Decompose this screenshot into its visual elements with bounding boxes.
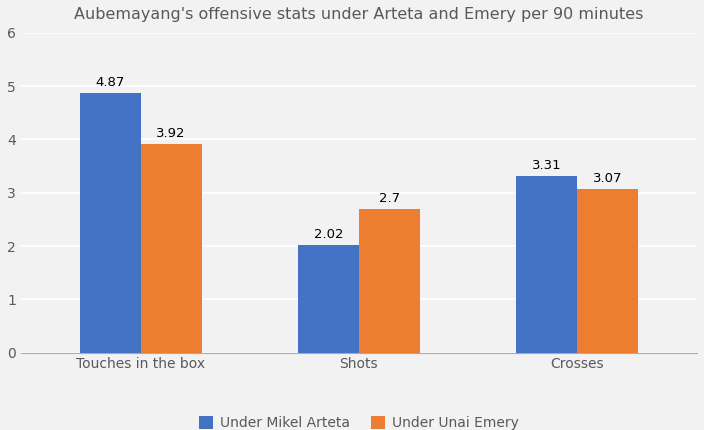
Text: 4.87: 4.87 xyxy=(96,77,125,89)
Text: 3.92: 3.92 xyxy=(156,127,186,140)
Text: 2.7: 2.7 xyxy=(379,192,400,205)
Bar xyxy=(80,93,141,353)
Bar xyxy=(359,209,420,353)
Text: 2.02: 2.02 xyxy=(313,228,343,241)
Bar xyxy=(577,189,638,353)
Text: 3.31: 3.31 xyxy=(532,160,561,172)
Title: Aubemayang's offensive stats under Arteta and Emery per 90 minutes: Aubemayang's offensive stats under Artet… xyxy=(74,7,643,22)
Legend: Under Mikel Arteta, Under Unai Emery: Under Mikel Arteta, Under Unai Emery xyxy=(194,411,524,430)
Bar xyxy=(298,245,359,353)
Text: 3.07: 3.07 xyxy=(593,172,622,185)
Bar xyxy=(516,176,577,353)
Bar xyxy=(141,144,202,353)
